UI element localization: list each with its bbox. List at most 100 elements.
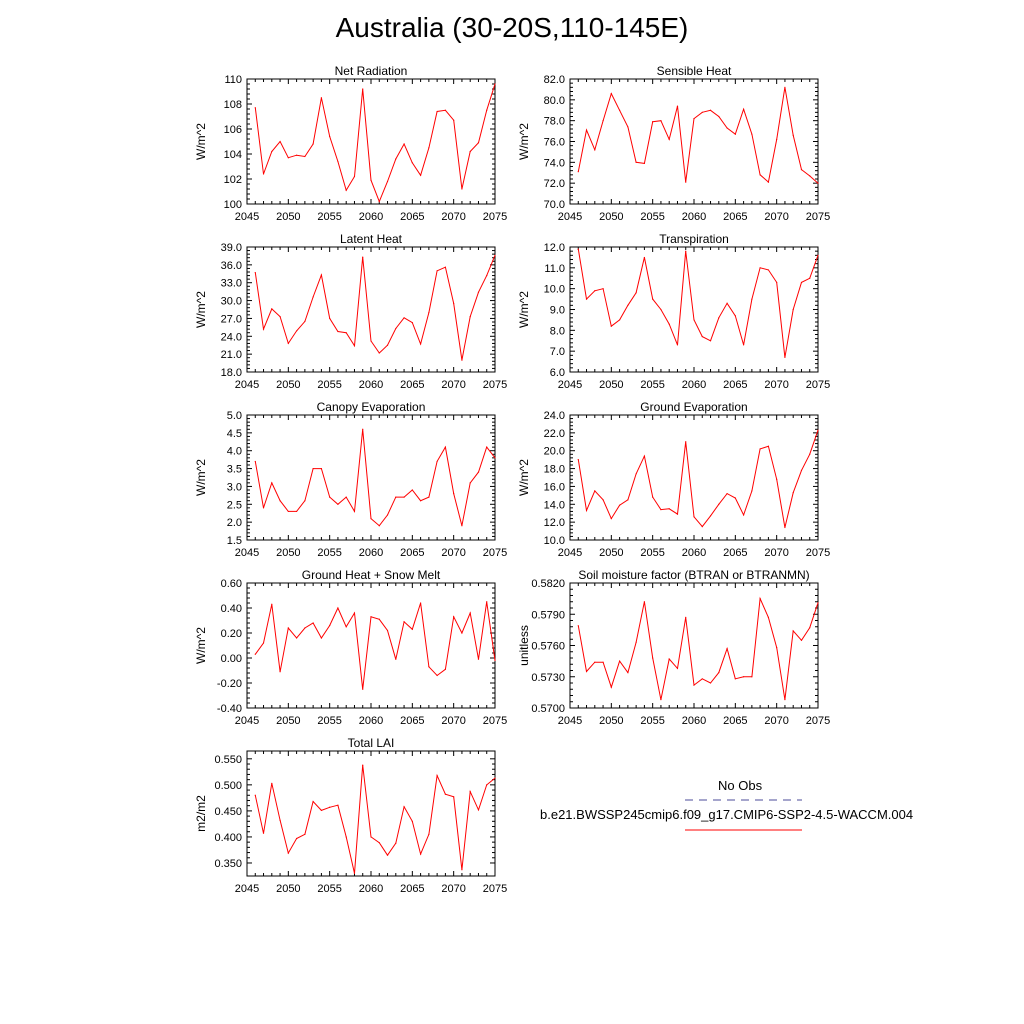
panel-title: Latent Heat — [340, 232, 403, 246]
x-tick-label: 2065 — [723, 211, 747, 223]
x-tick-label: 2050 — [599, 211, 623, 223]
data-point — [254, 653, 256, 655]
data-point — [718, 671, 720, 674]
data-point — [453, 796, 455, 798]
y-tick-label: 108 — [224, 99, 242, 111]
data-point — [685, 250, 687, 252]
y-tick-label: 76.0 — [544, 137, 565, 149]
panel-canopy-evaporation: Canopy Evaporation W/m^2 2045 2050 2055 2060 2… — [194, 400, 507, 559]
panel-title: Total LAI — [348, 736, 395, 750]
data-point — [337, 607, 339, 609]
data-point — [709, 515, 712, 517]
data-point — [643, 256, 646, 259]
data-point — [619, 109, 621, 111]
data-point — [337, 330, 339, 333]
x-tick-label: 2065 — [723, 547, 747, 559]
data-point — [271, 308, 273, 310]
data-point — [304, 627, 306, 629]
data-point — [271, 782, 273, 784]
data-point — [701, 526, 703, 528]
data-point — [660, 308, 662, 311]
data-point — [685, 441, 687, 443]
data-point — [494, 254, 496, 256]
y-tick-label: 72.0 — [544, 178, 565, 190]
data-point — [619, 504, 621, 506]
x-tick-label: 2045 — [235, 883, 259, 895]
x-tick-label: 2050 — [599, 547, 623, 559]
data-point — [428, 147, 430, 149]
data-point — [635, 161, 637, 163]
data-point — [751, 490, 753, 492]
data-point — [337, 804, 339, 806]
y-tick-label: 104 — [224, 149, 242, 161]
y-tick-label: 78.0 — [544, 116, 565, 128]
data-point — [420, 602, 422, 604]
y-tick-label: 11.0 — [544, 263, 565, 275]
data-point — [370, 836, 372, 838]
data-point — [378, 842, 380, 844]
data-point — [751, 298, 753, 300]
panel-title: Net Radiation — [335, 64, 408, 78]
data-point — [312, 467, 314, 470]
data-point — [817, 429, 819, 431]
data-point — [337, 503, 339, 505]
data-point — [776, 138, 778, 141]
data-point — [635, 641, 637, 643]
data-point — [635, 473, 637, 475]
y-tick-label: 10.0 — [544, 535, 565, 547]
y-tick-label: 2.5 — [227, 499, 242, 511]
data-point — [362, 256, 364, 258]
data-point — [767, 269, 770, 271]
data-point — [767, 181, 770, 183]
data-point — [403, 806, 405, 808]
data-point — [469, 316, 471, 318]
data-point — [271, 603, 273, 605]
x-tick-label: 2055 — [317, 379, 341, 391]
data-point — [627, 499, 629, 501]
y-tick-label: 4.5 — [227, 428, 242, 440]
data-point — [660, 699, 662, 701]
x-tick-label: 2050 — [599, 715, 623, 727]
x-tick-label: 2045 — [235, 547, 259, 559]
data-point — [792, 492, 794, 494]
x-tick-label: 2065 — [400, 211, 424, 223]
data-point — [767, 616, 770, 618]
data-point — [262, 642, 265, 644]
data-point — [726, 492, 728, 495]
data-point — [792, 308, 794, 311]
data-point — [610, 325, 612, 327]
y-tick-label: 0.60 — [221, 578, 242, 590]
data-point — [395, 658, 397, 660]
data-point — [395, 842, 397, 844]
x-tick-label: 2075 — [806, 211, 830, 223]
data-point — [817, 182, 819, 184]
series-line — [577, 430, 819, 528]
x-tick-label: 2075 — [806, 547, 830, 559]
x-tick-label: 2050 — [276, 883, 300, 895]
data-point — [726, 302, 728, 304]
data-point — [428, 666, 430, 668]
data-point — [436, 774, 438, 777]
y-tick-label: 12.0 — [544, 242, 565, 254]
data-point — [395, 496, 397, 498]
x-tick-label: 2060 — [359, 715, 383, 727]
data-point — [693, 516, 695, 518]
x-tick-label: 2060 — [359, 547, 383, 559]
data-point — [577, 171, 579, 173]
data-point — [660, 120, 662, 122]
data-point — [329, 496, 331, 498]
data-point — [701, 335, 703, 338]
x-tick-label: 2055 — [640, 379, 664, 391]
x-tick-label: 2055 — [317, 211, 341, 223]
y-tick-label: 24.0 — [221, 331, 242, 343]
y-tick-label: 0.550 — [214, 754, 242, 766]
data-point — [411, 628, 413, 630]
y-axis-label: W/m^2 — [194, 459, 208, 496]
data-point — [486, 446, 488, 448]
data-point — [353, 612, 356, 614]
plot-frame — [569, 78, 819, 205]
data-point — [652, 657, 654, 659]
data-point — [386, 344, 389, 346]
data-point — [693, 117, 695, 120]
data-point — [734, 678, 736, 680]
